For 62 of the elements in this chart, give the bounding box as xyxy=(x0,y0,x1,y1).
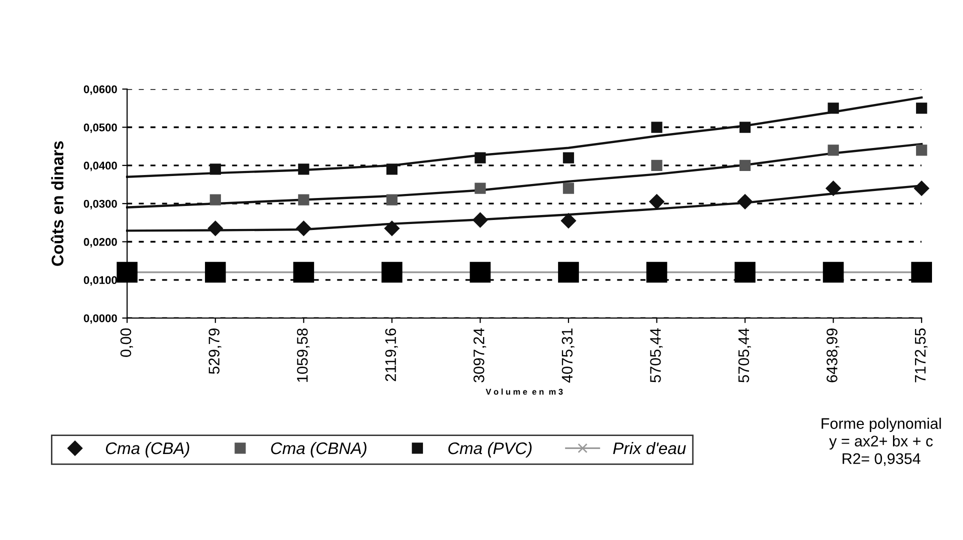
point xyxy=(828,144,839,156)
point xyxy=(828,102,839,114)
x-tick-label: 0,00 xyxy=(120,328,134,357)
point xyxy=(651,160,662,171)
point xyxy=(562,182,574,194)
point xyxy=(298,164,310,175)
y-tick-label: 0,0600 xyxy=(84,85,117,95)
point xyxy=(474,152,486,164)
point xyxy=(916,102,928,114)
point xyxy=(734,262,756,283)
legend-label: Prix d'eau xyxy=(613,442,686,454)
point xyxy=(651,122,662,133)
point xyxy=(296,220,312,236)
point xyxy=(562,152,574,164)
y-tick-label: 0,0300 xyxy=(84,200,117,210)
y-tick-label: 0,0000 xyxy=(84,314,117,324)
x-tick-label: 4075,31 xyxy=(562,328,574,383)
point xyxy=(116,262,138,283)
x-tick-label: 529,79 xyxy=(208,328,222,374)
x-axis-title: V o l u m e e n m 3 xyxy=(486,388,563,395)
legend-label: Cma (PVC) xyxy=(448,442,532,458)
text: Forme polynomial y = ax2+ bx + c R2= 0,9354 xyxy=(822,418,941,466)
x-tick-label: 1059,58 xyxy=(296,328,310,382)
y-tick-label: 0,0100 xyxy=(84,276,117,286)
point xyxy=(470,262,491,283)
point xyxy=(911,262,932,283)
point xyxy=(210,164,221,175)
x-tick-label: 3097,24 xyxy=(474,328,486,382)
point xyxy=(826,180,841,196)
point xyxy=(204,262,226,283)
point xyxy=(560,213,576,228)
point xyxy=(737,194,753,210)
point xyxy=(293,262,314,283)
point xyxy=(822,262,844,283)
x-tick-label: 2119,16 xyxy=(385,328,398,382)
x-tick-label: 6438,99 xyxy=(826,328,840,382)
point xyxy=(916,144,928,156)
y-tick-label: 0,0400 xyxy=(84,162,117,172)
point xyxy=(210,194,221,206)
point xyxy=(649,194,664,210)
point xyxy=(386,194,398,206)
y-tick-label: 0,0500 xyxy=(84,124,117,134)
point xyxy=(208,220,223,236)
point xyxy=(739,160,751,171)
y-axis-title: Coûts en dinars xyxy=(50,141,64,266)
x-tick-label: 7172,55 xyxy=(914,328,928,382)
point xyxy=(474,182,486,194)
legend-label: Cma (CBNA) xyxy=(271,442,366,458)
x-tick-label: 5705,44 xyxy=(650,328,663,382)
point xyxy=(384,220,400,236)
y-tick-label: 0,0200 xyxy=(84,238,117,248)
point xyxy=(382,262,402,283)
legend-label: Cma (CBA) xyxy=(106,442,190,458)
point xyxy=(472,212,488,228)
point xyxy=(386,164,398,175)
x-tick-label: 5705,44 xyxy=(738,328,751,382)
point xyxy=(914,180,930,196)
line-series xyxy=(126,96,923,178)
point xyxy=(298,194,310,206)
point xyxy=(646,262,668,283)
point xyxy=(739,122,751,133)
point xyxy=(558,262,579,283)
